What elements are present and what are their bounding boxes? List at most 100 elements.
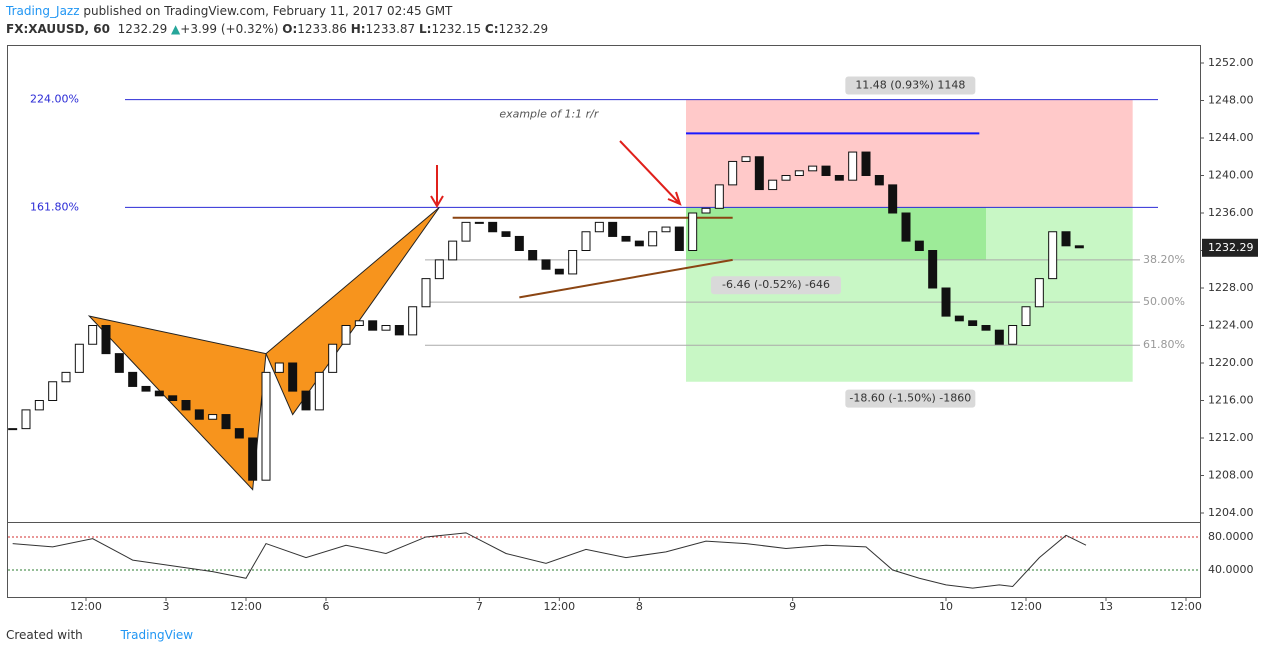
pattern-leg [87,315,267,491]
fib-label: 61.80% [1143,338,1185,351]
fib-label: 38.20% [1143,253,1185,266]
candle [861,151,871,176]
h: 1233.87 [365,22,416,36]
y-tick-label: 1228.00 [1208,281,1254,294]
candle [808,165,818,172]
candle [834,175,844,181]
candle [328,343,338,373]
candle [221,414,231,430]
rsi-tick-label: 80.0000 [1208,530,1254,543]
o-label: O: [282,22,298,36]
candle [634,240,644,247]
candle [421,278,431,308]
candle [101,325,111,355]
candle [381,325,391,331]
candle [874,175,884,186]
footer: Created with TradingView [6,628,193,642]
author[interactable]: Trading_Jazz [6,4,80,18]
c-label: C: [484,22,499,36]
candle [234,428,244,439]
arrow [430,165,444,208]
y-tick-label: 1224.00 [1208,319,1254,332]
candle [474,221,484,224]
candle [621,235,631,242]
candle [581,231,591,251]
y-tick-label: 1220.00 [1208,356,1254,369]
candle [848,151,858,181]
candle [1061,231,1071,247]
candle [541,259,551,270]
candle [288,362,298,392]
x-tick-label: 10 [939,600,953,613]
candle [568,250,578,275]
box-label: -6.46 (-0.52%) -646 [722,278,830,291]
candle [88,325,98,345]
candle [688,212,698,251]
candle [8,428,18,431]
candle [554,268,564,275]
y-tick-label: 1236.00 [1208,206,1254,219]
candle [194,409,204,420]
x-tick-label: 12:00 [1170,600,1202,613]
candle [154,390,164,397]
candle [341,325,351,345]
candle [1021,306,1031,326]
box-label: 11.48 (0.93%) 1148 [855,79,965,92]
candle [914,240,924,251]
fib-label: 50.00% [1143,295,1185,308]
candle [394,325,404,336]
candle [488,221,498,233]
candle [168,395,178,401]
candle [594,221,604,233]
candle [901,212,911,242]
box-label-bg [845,389,976,408]
last: 1232.29 [117,22,168,36]
last-price: 1232.29 [1208,241,1254,254]
box-label-bg [845,76,976,95]
candle [821,165,831,176]
chart: 224.00% 161.80% 38.20% 50.00% 61.80% 11.48 (0… [7,45,1258,613]
symbol: FX:XAUUSD, 60 [6,22,110,36]
candle [994,329,1004,345]
candle [1074,245,1084,249]
x-tick-label: 12:00 [230,600,262,613]
candle [888,184,898,214]
x-tick-label: 8 [636,600,643,613]
published: published on TradingView.com, February 1… [79,4,453,18]
trend-line [519,258,733,299]
candle [954,315,964,322]
x-tick-label: 9 [789,600,796,613]
h-label: H: [350,22,366,36]
fib-label: 224.00% [30,93,79,106]
c: 1232.29 [498,22,549,36]
brand[interactable]: TradingView [120,628,194,642]
y-tick-label: 1208.00 [1208,469,1254,482]
range-box [686,99,1133,208]
pattern-leg [265,206,440,416]
candle [114,353,124,373]
y-tick-label: 1240.00 [1208,169,1254,182]
candle [181,400,191,411]
candle [74,343,84,373]
candle [701,207,711,214]
y-tick-label: 1204.00 [1208,506,1254,519]
candle [794,170,804,176]
candle [21,409,31,430]
x-tick-label: 12:00 [543,600,575,613]
candle [1048,231,1058,280]
candle [768,179,778,191]
candle [368,320,378,331]
candle [61,371,71,383]
y-tick-label: 1244.00 [1208,131,1254,144]
header: Trading_Jazz published on TradingView.co… [6,2,548,38]
arrow [619,140,682,206]
candle [928,250,938,289]
candle [408,306,418,336]
arrow: ▲ [171,22,181,36]
candle [501,231,511,237]
candle [981,325,991,331]
change: +3.99 (+0.32%) [180,22,279,36]
candle [248,437,258,481]
candle [714,184,724,209]
created: Created with [6,628,83,642]
